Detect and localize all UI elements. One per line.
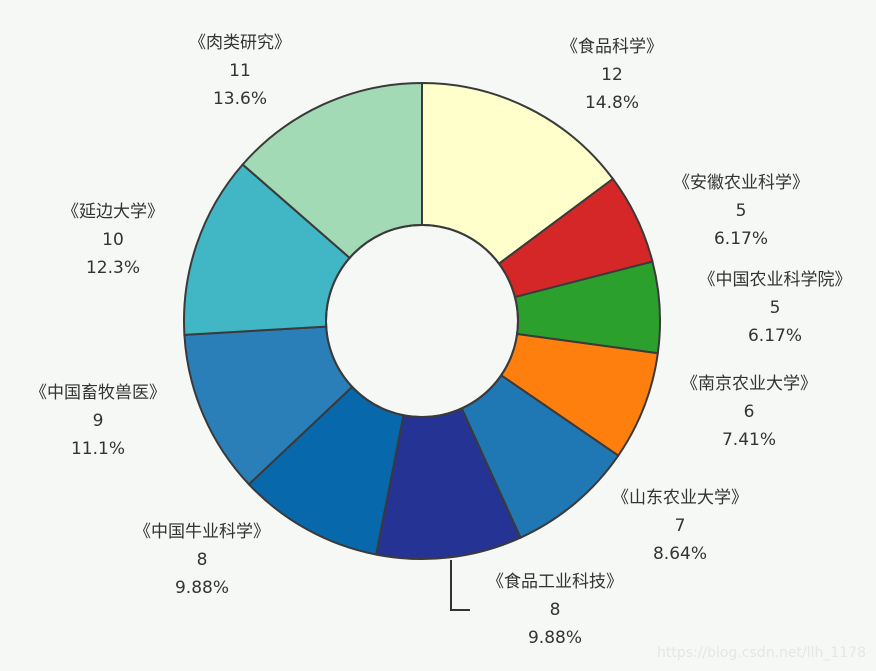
category-label-5: 《山东农业大学》 xyxy=(612,488,748,508)
value-label-2: 5 xyxy=(736,201,747,221)
percent-label-7: 9.88% xyxy=(175,578,229,598)
category-label-4: 《南京农业大学》 xyxy=(681,374,817,394)
percent-label-9: 12.3% xyxy=(86,258,140,278)
value-label-4: 6 xyxy=(744,402,755,422)
slices-group xyxy=(183,81,661,560)
category-label-7: 《中国牛业科学》 xyxy=(134,522,270,542)
leader-lines-group xyxy=(450,560,470,611)
percent-label-5: 8.64% xyxy=(653,544,707,564)
value-label-5: 7 xyxy=(675,516,686,536)
value-label-8: 9 xyxy=(93,411,104,431)
leader-line-6 xyxy=(450,560,470,611)
percent-label-1: 14.8% xyxy=(585,93,639,113)
labels-group: 《食品科学》 12 14.8% 《安徽农业科学》 5 6.17% 《中国农业科学院》 5 6.1… xyxy=(30,33,852,648)
category-label-9: 《延边大学》 xyxy=(62,202,164,222)
percent-label-10: 13.6% xyxy=(213,89,267,109)
watermark-text: https://blog.csdn.net/llh_1178 xyxy=(657,645,866,661)
percent-label-3: 6.17% xyxy=(748,326,802,346)
percent-label-2: 6.17% xyxy=(714,229,768,249)
category-label-1: 《食品科学》 xyxy=(561,37,663,57)
category-label-8: 《中国畜牧兽医》 xyxy=(30,383,166,403)
donut-hole-outline xyxy=(325,224,519,418)
category-label-10: 《肉类研究》 xyxy=(189,33,291,53)
percent-label-4: 7.41% xyxy=(722,430,776,450)
value-label-9: 10 xyxy=(102,230,124,250)
value-label-6: 8 xyxy=(550,600,561,620)
percent-label-6: 9.88% xyxy=(528,628,582,648)
value-label-3: 5 xyxy=(770,298,781,318)
percent-label-8: 11.1% xyxy=(71,439,125,459)
value-label-1: 12 xyxy=(601,65,623,85)
value-label-7: 8 xyxy=(197,550,208,570)
category-label-3: 《中国农业科学院》 xyxy=(699,270,852,290)
category-label-2: 《安徽农业科学》 xyxy=(673,173,809,193)
category-label-6: 《食品工业科技》 xyxy=(487,572,623,592)
value-label-10: 11 xyxy=(229,61,251,81)
